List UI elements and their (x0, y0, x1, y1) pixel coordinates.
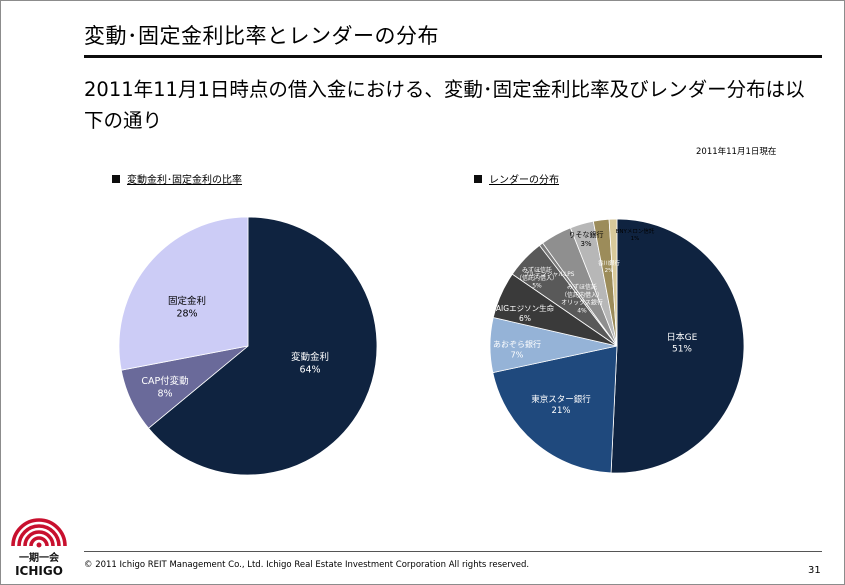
legend-square-icon (474, 174, 482, 183)
copyright-notice: © 2011 Ichigo REIT Management Co., Ltd. … (84, 560, 530, 570)
pie2-label-8: りそな銀行 3% (569, 230, 604, 248)
page-number: 31 (808, 565, 821, 576)
pie2-label-9: 香川銀行 2% (598, 259, 621, 274)
pie1-label-3: 固定金利 28% (168, 295, 206, 319)
pie2-label-6: プルデンシャルLPS (524, 270, 575, 278)
pie2-label-10: BNYメロン信託 1% (616, 227, 655, 242)
pie2-slice-1 (610, 218, 745, 474)
pie2-label-7: みずほ信託（信託内借入）オリックス銀行 4% (561, 283, 603, 314)
pie1-slice-1 (148, 216, 378, 476)
title-divider (84, 55, 822, 58)
footer-divider (84, 551, 822, 552)
pie2-label-5: みずほ信託（信託内借入） 5% (516, 266, 558, 290)
logo-name: ICHIGO (15, 564, 63, 578)
pie2-label-1: 日本GE 51% (667, 331, 698, 355)
pie2-label-4: AIGエジソン生命 6% (496, 303, 555, 323)
pie2-label-3: あおぞら銀行 7% (493, 339, 541, 359)
legend-interest-ratio-label: 変動金利･固定金利の比率 (127, 175, 242, 186)
page-subtitle: 2011年11月1日時点の借入金における、変動･固定金利比率及びレンダー分布は以… (84, 78, 805, 132)
as-of-date: 2011年11月1日現在 (696, 147, 777, 157)
pie1-label-1: 変動金利 64% (291, 351, 329, 375)
pie2-label-2: 東京スター銀行 21% (531, 394, 591, 416)
legend-interest-ratio: 変動金利･固定金利の比率 (112, 171, 242, 186)
logo-kanji: 一期一会 (19, 553, 59, 564)
pie2-slice-2 (492, 345, 618, 474)
legend-lender-distribution-label: レンダーの分布 (489, 175, 559, 186)
legend-lender-distribution: レンダーの分布 (474, 171, 559, 186)
pie2-slice-10 (608, 218, 618, 347)
legend-square-icon (112, 174, 120, 183)
pie1-label-2: CAP付変動 8% (141, 375, 188, 399)
pie1-slice-3 (118, 216, 249, 371)
page-title: 変動･固定金利比率とレンダーの分布 (84, 24, 439, 48)
ichigo-logo-icon (11, 504, 68, 548)
